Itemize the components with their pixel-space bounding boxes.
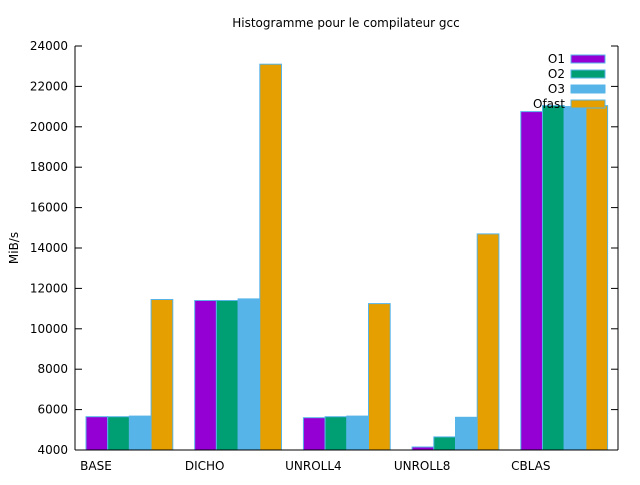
y-tick-label: 22000 (30, 79, 68, 93)
bar-dicho-ofast (259, 63, 282, 451)
y-axis-label: MiB/s (7, 232, 21, 264)
bar-unroll4-o3 (346, 415, 369, 451)
legend-swatch-o2 (570, 69, 606, 79)
y-tick-label: 6000 (37, 403, 68, 417)
legend-label-o2: O2 (548, 67, 565, 81)
chart-title: Histogramme pour le compilateur gcc (232, 16, 460, 30)
bar-base-o2 (107, 416, 130, 451)
bar-unroll4-ofast (368, 303, 391, 451)
y-tick-label: 12000 (30, 281, 68, 295)
axes-layer: BASE DICHO UNROLL4 UNROLL8 CBLAS 4000 6000 8000… (30, 39, 619, 473)
bar-dicho-o2 (215, 300, 239, 451)
bar-base-o3 (128, 415, 152, 451)
y-tick-label: 4000 (37, 443, 68, 457)
legend-swatch-o1 (570, 54, 606, 64)
x-tick-label: DICHO (185, 459, 225, 473)
legend-swatch-o3 (570, 84, 606, 94)
y-tick-label: 16000 (30, 201, 68, 215)
bar-base-o1 (85, 416, 109, 451)
legend-swatch-ofast (570, 99, 606, 109)
y-tick-label: 18000 (30, 160, 68, 174)
bar-cblas-ofast (585, 105, 609, 451)
bar-dicho-o3 (237, 298, 261, 451)
y-tick-label: 24000 (30, 39, 68, 53)
bar-cblas-o3 (563, 106, 587, 451)
x-tick-label: CBLAS (511, 459, 550, 473)
bars-layer (85, 63, 609, 451)
y-tick-label: 14000 (30, 241, 68, 255)
y-tick-label: 20000 (30, 120, 68, 134)
legend-label-o1: O1 (548, 52, 565, 66)
y-tick-label: 8000 (37, 362, 68, 376)
x-tick-label: BASE (80, 459, 112, 473)
bar-unroll4-o1 (302, 417, 326, 451)
bar-base-ofast (150, 299, 174, 451)
x-tick-label: UNROLL8 (394, 459, 451, 473)
bar-cblas-o2 (542, 105, 565, 451)
bar-unroll8-o2 (433, 436, 456, 451)
bar-dicho-o1 (194, 300, 217, 451)
bar-unroll8-o3 (455, 416, 478, 451)
x-tick-label: UNROLL4 (285, 459, 342, 473)
bar-unroll4-o2 (324, 416, 348, 451)
legend-label-o3: O3 (548, 82, 565, 96)
legend-label-ofast: Ofast (533, 97, 565, 111)
bar-unroll8-ofast (476, 233, 500, 451)
bar-cblas-o1 (520, 111, 543, 451)
y-tick-label: 10000 (30, 322, 68, 336)
